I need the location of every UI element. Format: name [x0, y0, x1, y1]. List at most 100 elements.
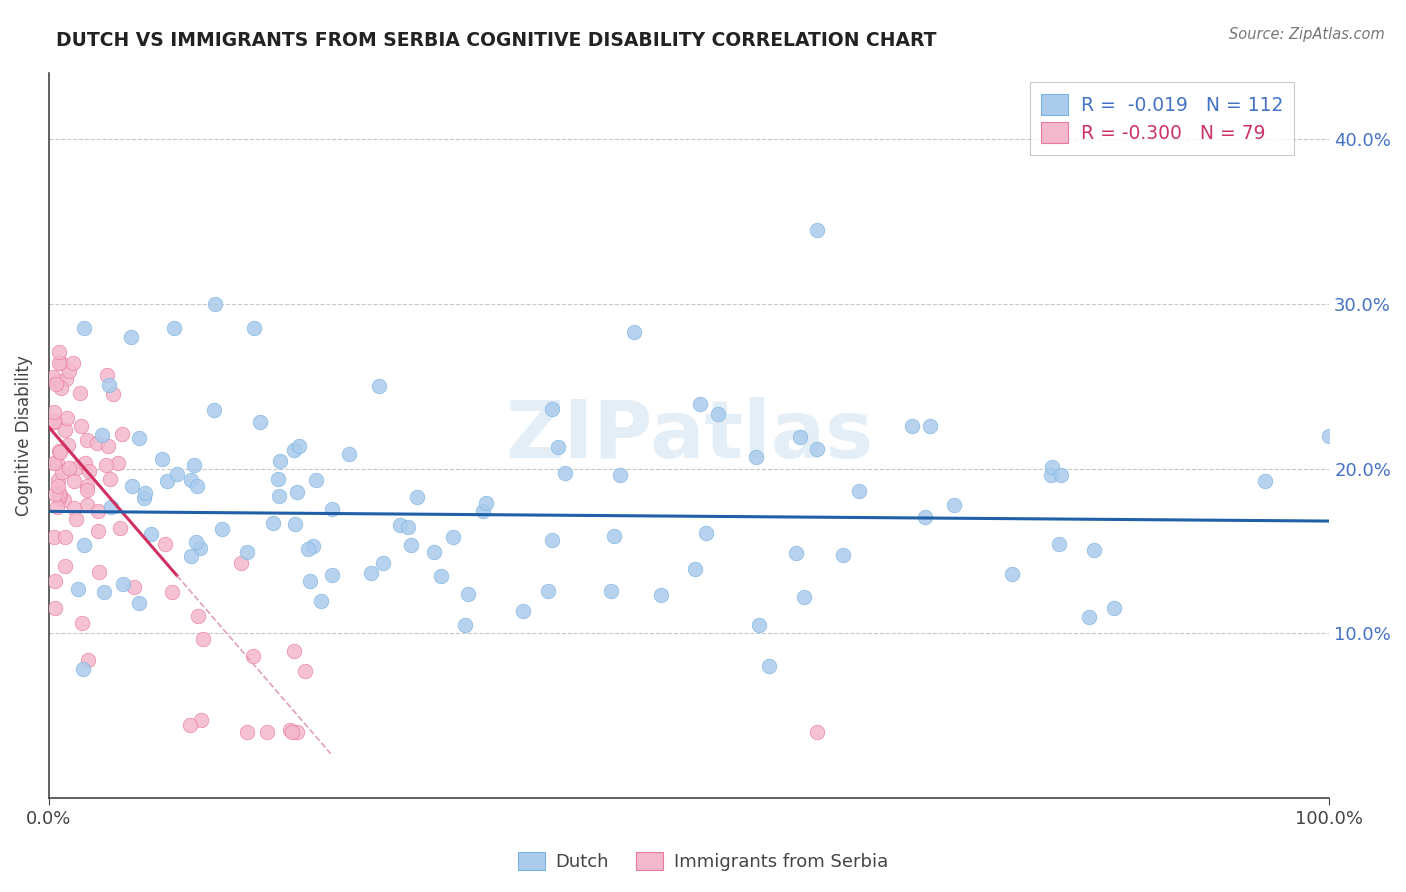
Point — [191, 632, 214, 646]
Point — [48, 487, 70, 501]
Point — [918, 419, 941, 434]
Point — [86, 524, 108, 539]
Point — [183, 458, 205, 473]
Point — [77, 464, 100, 478]
Point — [685, 562, 707, 576]
Point — [73, 538, 96, 552]
Point — [58, 460, 80, 475]
Point — [242, 649, 264, 664]
Point — [141, 527, 163, 541]
Point — [367, 378, 389, 392]
Point — [283, 644, 305, 658]
Point — [235, 725, 257, 739]
Text: DUTCH VS IMMIGRANTS FROM SERBIA COGNITIVE DISABILITY CORRELATION CHART: DUTCH VS IMMIGRANTS FROM SERBIA COGNITIV… — [56, 31, 936, 50]
Point — [58, 364, 80, 378]
Point — [77, 653, 100, 667]
Point — [603, 529, 626, 543]
Point — [63, 474, 86, 488]
Point — [599, 584, 621, 599]
Point — [76, 499, 98, 513]
Point — [65, 461, 87, 475]
Point — [942, 498, 965, 512]
Point — [280, 725, 302, 739]
Point — [111, 426, 134, 441]
Point — [1317, 429, 1340, 443]
Point — [1039, 467, 1062, 482]
Point — [132, 491, 155, 505]
Point — [689, 397, 711, 411]
Point — [42, 405, 65, 419]
Point — [321, 567, 343, 582]
Point — [278, 723, 301, 737]
Point — [269, 489, 291, 503]
Point — [103, 386, 125, 401]
Point — [284, 517, 307, 532]
Point — [537, 583, 560, 598]
Point — [399, 539, 422, 553]
Point — [188, 541, 211, 555]
Point — [44, 574, 66, 589]
Point — [202, 403, 225, 417]
Point — [48, 443, 70, 458]
Point — [650, 588, 672, 602]
Point — [122, 580, 145, 594]
Point — [69, 385, 91, 400]
Legend: Dutch, Immigrants from Serbia: Dutch, Immigrants from Serbia — [510, 845, 896, 879]
Point — [211, 522, 233, 536]
Point — [337, 447, 360, 461]
Point — [748, 618, 770, 632]
Point — [48, 345, 70, 359]
Point — [94, 458, 117, 472]
Point — [46, 374, 69, 388]
Point — [1001, 566, 1024, 581]
Point — [44, 415, 66, 429]
Point — [179, 717, 201, 731]
Point — [269, 454, 291, 468]
Point — [1254, 474, 1277, 488]
Point — [789, 430, 811, 444]
Point — [793, 590, 815, 604]
Point — [107, 456, 129, 470]
Point — [134, 486, 156, 500]
Point — [806, 222, 828, 236]
Point — [249, 415, 271, 429]
Point — [69, 418, 91, 433]
Point — [100, 471, 122, 485]
Point — [72, 662, 94, 676]
Y-axis label: Cognitive Disability: Cognitive Disability — [15, 355, 32, 516]
Point — [93, 584, 115, 599]
Point — [51, 356, 73, 370]
Point — [180, 473, 202, 487]
Point — [76, 433, 98, 447]
Point — [540, 402, 562, 417]
Point — [512, 604, 534, 618]
Point — [1040, 459, 1063, 474]
Point — [554, 467, 576, 481]
Point — [1083, 543, 1105, 558]
Point — [76, 479, 98, 493]
Point — [547, 440, 569, 454]
Point — [1078, 610, 1101, 624]
Point — [623, 326, 645, 340]
Point — [695, 525, 717, 540]
Point — [288, 439, 311, 453]
Point — [70, 615, 93, 630]
Legend: R =  -0.019   N = 112, R = -0.300   N = 79: R = -0.019 N = 112, R = -0.300 N = 79 — [1031, 82, 1295, 154]
Point — [283, 443, 305, 458]
Point — [86, 435, 108, 450]
Point — [42, 456, 65, 470]
Point — [44, 486, 66, 500]
Point — [155, 536, 177, 550]
Text: Source: ZipAtlas.com: Source: ZipAtlas.com — [1229, 27, 1385, 42]
Point — [745, 450, 768, 465]
Point — [156, 475, 179, 489]
Point — [55, 372, 77, 386]
Point — [52, 493, 75, 508]
Point — [1047, 536, 1070, 550]
Point — [96, 368, 118, 382]
Point — [48, 491, 70, 506]
Point — [55, 530, 77, 544]
Point — [53, 423, 76, 437]
Point — [121, 479, 143, 493]
Point — [1102, 600, 1125, 615]
